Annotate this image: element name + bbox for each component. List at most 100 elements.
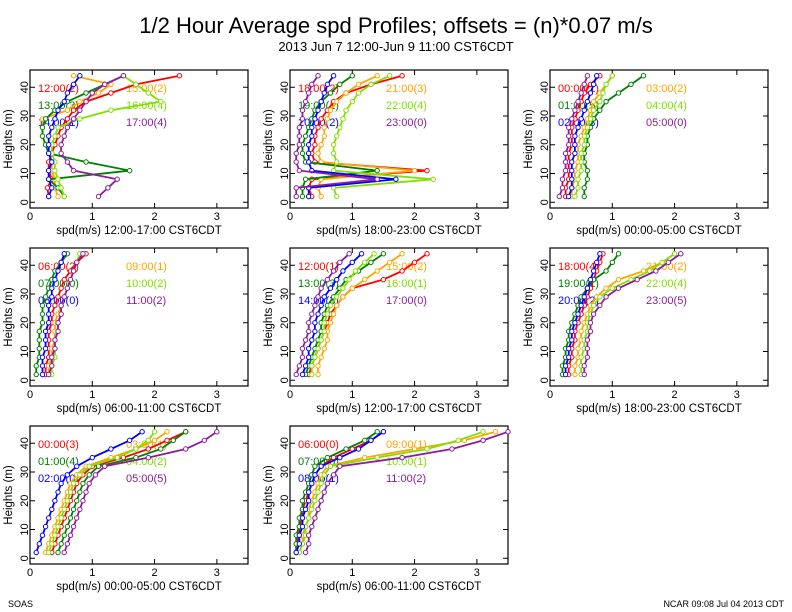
data-point (597, 98, 603, 105)
legend-entry: 00:00(3) (38, 439, 79, 451)
x-tick-label: 2 (152, 389, 158, 401)
data-point (603, 98, 609, 105)
x-tick-label: 2 (152, 211, 158, 223)
data-point (305, 515, 312, 521)
data-point (70, 81, 77, 88)
data-point (305, 142, 312, 148)
data-point (70, 107, 77, 113)
y-tick-label: 30 (539, 110, 551, 122)
data-point (296, 363, 303, 369)
data-point (61, 251, 67, 257)
data-point (349, 285, 355, 291)
data-point (324, 81, 331, 88)
y-tick-label: 10 (539, 345, 551, 357)
x-axis-label: spd(m/s) 12:00-17:00 CST6CDT (316, 403, 482, 415)
data-point (45, 150, 52, 157)
x-tick-label: 1 (609, 211, 615, 223)
data-point (126, 167, 133, 174)
data-point (327, 302, 334, 309)
data-point (327, 463, 334, 469)
data-point (86, 480, 92, 487)
data-point (597, 302, 603, 309)
x-tick-label: 0 (287, 389, 293, 401)
data-point (89, 90, 95, 96)
data-point (58, 480, 64, 487)
data-point (45, 320, 52, 326)
data-point (572, 320, 578, 326)
data-point (305, 354, 312, 360)
x-tick-label: 3 (474, 211, 480, 223)
data-point (569, 159, 575, 165)
data-point (581, 363, 587, 369)
data-point (52, 116, 58, 122)
data-point (321, 320, 327, 326)
legend-entry: 18:00(4) (558, 261, 599, 273)
data-point (299, 116, 306, 122)
data-point (590, 81, 597, 88)
data-point (299, 371, 306, 378)
x-tick-label: 3 (214, 567, 220, 579)
data-point (315, 124, 321, 131)
data-point (330, 142, 337, 148)
y-tick-label: 30 (19, 288, 31, 300)
data-point (126, 437, 133, 444)
data-point (581, 142, 587, 148)
data-point (64, 541, 71, 547)
data-point (578, 354, 584, 360)
data-point (572, 142, 578, 148)
y-tick-label: 0 (19, 555, 31, 561)
data-point (609, 259, 615, 266)
data-point (584, 354, 591, 360)
data-point (575, 98, 581, 105)
data-point (64, 124, 71, 131)
data-point (615, 90, 622, 96)
data-point (581, 294, 587, 300)
data-point (39, 124, 46, 131)
data-point (158, 98, 164, 105)
data-point (95, 193, 102, 200)
data-point (58, 185, 64, 191)
data-point (505, 429, 511, 435)
legend-entry: 17:00(0) (386, 295, 427, 307)
data-point (299, 193, 306, 200)
data-point (58, 142, 64, 148)
y-tick-label: 0 (279, 377, 291, 383)
data-point (45, 133, 52, 139)
data-point (42, 337, 49, 343)
x-tick-label: 1 (349, 211, 355, 223)
y-axis-label: Heights (m) (523, 287, 535, 347)
data-point (49, 354, 55, 360)
data-point (609, 285, 615, 291)
data-point (343, 90, 349, 96)
data-point (92, 472, 99, 478)
data-point (52, 133, 58, 139)
data-point (39, 320, 46, 326)
main-title: 1/2 Hour Average spd Profiles; offsets =… (139, 13, 652, 38)
data-point (330, 268, 337, 274)
data-point (309, 480, 315, 487)
data-point (145, 90, 152, 96)
data-point (55, 320, 61, 326)
data-point (671, 251, 678, 257)
data-point (83, 90, 89, 96)
data-point (597, 294, 603, 300)
data-point (309, 311, 315, 317)
data-point (318, 98, 324, 105)
data-point (312, 142, 318, 148)
x-tick-label: 2 (412, 211, 418, 223)
legend-entry: 22:00(4) (646, 278, 687, 290)
data-point (628, 81, 634, 88)
data-point (556, 193, 563, 200)
data-point (569, 185, 575, 191)
data-point (578, 159, 584, 165)
data-point (380, 276, 387, 283)
data-point (362, 276, 368, 283)
x-tick-label: 0 (287, 567, 293, 579)
data-point (49, 363, 55, 369)
data-point (302, 98, 309, 105)
data-point (640, 73, 647, 79)
data-point (386, 259, 393, 266)
data-point (114, 176, 120, 182)
legend-entry: 01:00(4) (38, 456, 79, 468)
